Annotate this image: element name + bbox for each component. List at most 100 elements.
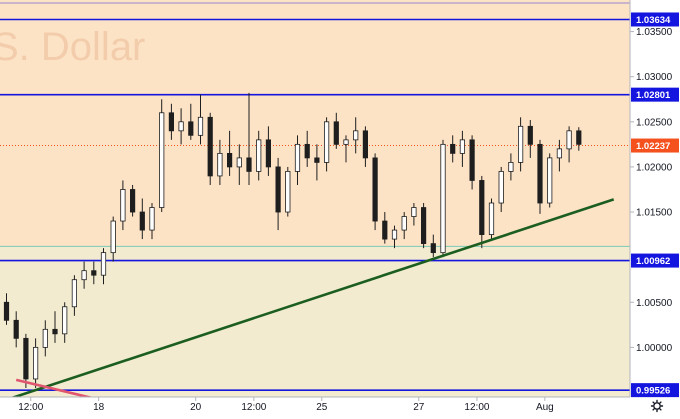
candle[interactable] (420, 203, 427, 249)
candle[interactable] (508, 153, 514, 181)
trendline-resistance-red[interactable] (15, 378, 126, 406)
level-price-tag-1-text: 1.02801 (636, 90, 671, 101)
candle[interactable] (323, 117, 330, 172)
level-price-tag-1[interactable]: 1.02801 (631, 87, 679, 102)
candle-body (81, 270, 87, 281)
level-price-tag-2[interactable]: 1.00962 (631, 253, 679, 268)
candle[interactable] (430, 234, 436, 258)
candle-body (508, 162, 514, 172)
candle[interactable] (120, 180, 126, 231)
candle[interactable] (81, 261, 87, 289)
candle-body (537, 143, 543, 204)
candle[interactable] (372, 153, 378, 231)
time-tick-label: Aug (536, 402, 554, 413)
time-tick-label: 12:00 (18, 402, 43, 413)
candle[interactable] (362, 126, 369, 167)
candle[interactable] (62, 302, 68, 343)
candle[interactable] (566, 126, 572, 163)
candle-body (566, 130, 572, 150)
level-price-tag-3[interactable]: 0.99526 (631, 383, 679, 398)
candle[interactable] (207, 112, 213, 185)
candle-body (110, 220, 116, 254)
candle[interactable] (537, 139, 543, 214)
candle[interactable] (110, 216, 116, 262)
level-price-tag-0-text: 1.03634 (636, 15, 671, 26)
candle[interactable] (13, 311, 19, 348)
candle-body (207, 116, 213, 177)
candle[interactable] (168, 103, 174, 140)
candle[interactable] (294, 135, 301, 185)
candle[interactable] (226, 130, 233, 176)
candle[interactable] (33, 338, 39, 388)
candle[interactable] (547, 153, 553, 208)
candle[interactable] (488, 198, 495, 240)
candle-body (285, 171, 291, 213)
price-tick-label: 1.03500 (636, 27, 673, 38)
candle[interactable] (188, 103, 194, 140)
candle[interactable] (353, 117, 359, 154)
time-tick-label: 25 (316, 402, 328, 413)
candle[interactable] (391, 225, 398, 249)
candle[interactable] (343, 135, 349, 163)
candle[interactable] (3, 293, 10, 325)
candle[interactable] (518, 117, 524, 172)
candle[interactable] (469, 135, 475, 190)
candle[interactable] (411, 203, 417, 226)
candle[interactable] (459, 130, 466, 167)
candle[interactable] (236, 144, 242, 185)
candle[interactable] (314, 144, 320, 181)
plot-area[interactable]: S. Dollar (0, 0, 630, 406)
price-tick-label: 1.02000 (636, 162, 673, 173)
candle[interactable] (576, 127, 582, 151)
candle[interactable] (450, 135, 456, 163)
candle[interactable] (265, 126, 272, 176)
candle[interactable] (149, 203, 155, 240)
candle[interactable] (129, 184, 136, 217)
candle[interactable] (382, 212, 388, 244)
time-tick-label: 12:00 (464, 402, 489, 413)
level-price-tag-0-bg (631, 12, 679, 27)
candle[interactable] (401, 212, 407, 240)
candle[interactable] (197, 94, 204, 145)
current-price-tag-text: 1.02237 (636, 141, 670, 152)
candle[interactable] (498, 166, 504, 213)
candle[interactable] (246, 92, 252, 185)
candle[interactable] (42, 320, 48, 357)
candle-body (479, 180, 485, 235)
candle-body (188, 121, 194, 136)
candle[interactable] (333, 112, 339, 149)
candle[interactable] (52, 311, 58, 343)
candle[interactable] (527, 120, 533, 158)
time-tick-label: 27 (413, 402, 425, 413)
candle[interactable] (479, 175, 485, 249)
candle[interactable] (256, 130, 262, 181)
current-price-tag[interactable]: 1.02237 (631, 138, 679, 153)
candle[interactable] (139, 198, 145, 240)
settings-gear-icon[interactable] (650, 399, 664, 413)
time-tick-label: 20 (190, 402, 202, 413)
candle[interactable] (159, 99, 165, 213)
price-axis[interactable] (630, 0, 680, 419)
time-axis[interactable] (0, 397, 630, 419)
candle-body (411, 207, 417, 217)
symbol-watermark: S. Dollar (0, 25, 145, 69)
candle-body (197, 116, 204, 136)
candle[interactable] (217, 139, 223, 185)
candle[interactable] (23, 333, 29, 388)
trendline-support[interactable] (7, 198, 615, 399)
candle[interactable] (304, 130, 310, 167)
candle[interactable] (440, 139, 446, 258)
candle-body (556, 148, 563, 159)
candle-body (547, 157, 553, 204)
candle[interactable] (178, 108, 184, 145)
candle[interactable] (275, 157, 281, 231)
candle[interactable] (91, 261, 97, 285)
candle[interactable] (556, 139, 563, 172)
candle[interactable] (100, 248, 107, 285)
level-price-tag-0[interactable]: 1.03634 (631, 12, 679, 27)
candle[interactable] (285, 166, 291, 217)
candle[interactable] (71, 275, 77, 316)
candle-body (498, 171, 504, 204)
